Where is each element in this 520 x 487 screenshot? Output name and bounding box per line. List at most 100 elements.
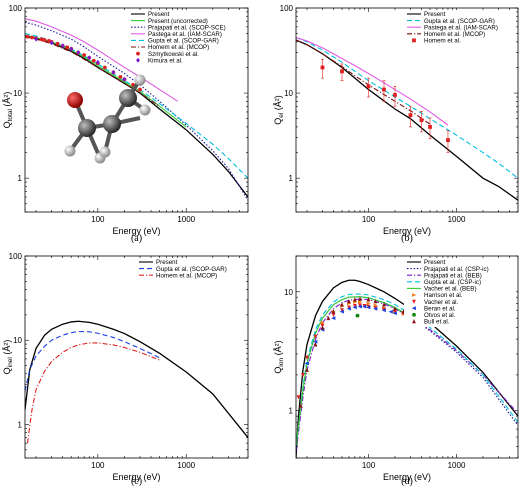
data-point — [358, 303, 362, 308]
series-7 — [304, 304, 397, 366]
panel-caption: (b) — [401, 233, 413, 244]
legend-background — [404, 10, 516, 46]
data-point — [91, 58, 96, 63]
data-point — [25, 34, 30, 39]
legend-entry: Homem et al. (MCOP) — [156, 272, 217, 279]
data-point — [95, 59, 100, 65]
data-point — [352, 297, 357, 302]
x-tick-label: 100 — [91, 461, 105, 470]
data-point — [331, 312, 336, 318]
legend-marker — [411, 306, 416, 311]
legend-entry: Kimura et al. — [148, 57, 183, 64]
legend-entry: Harrison et al. — [424, 292, 463, 299]
series-2 — [296, 298, 518, 452]
data-point — [320, 65, 325, 70]
legend-entry: Prajapati et al. (SCOP-SCE) — [148, 24, 226, 31]
x-axis-label: Energy (eV) — [112, 472, 160, 482]
data-point — [347, 299, 351, 304]
series-line — [25, 18, 178, 102]
data-point — [339, 309, 344, 314]
carbon-atom — [119, 89, 137, 107]
data-point — [296, 395, 301, 400]
data-point — [304, 361, 309, 366]
plot-area — [296, 279, 518, 458]
x-axis-label: Energy (eV) — [383, 226, 431, 236]
data-point — [65, 45, 70, 50]
y-axis-label: Qtotal (Å²) — [2, 92, 14, 129]
legend-entry: Prajapati et al. (BEB) — [424, 272, 482, 279]
chart-panel-1: 100 1000 1 10 100 Energy (eV) Qel (Å²) (b) Prese… — [273, 4, 519, 244]
data-point — [118, 74, 123, 79]
legend-marker — [136, 57, 140, 63]
y-tick-label: 10 — [13, 89, 22, 98]
data-point — [346, 306, 351, 311]
data-point — [76, 49, 81, 55]
carbon-atom — [103, 115, 121, 133]
data-point — [366, 84, 371, 89]
series-9 — [298, 296, 413, 408]
legend-background — [136, 258, 246, 281]
hydrogen-atom — [64, 145, 76, 157]
data-point — [122, 76, 127, 82]
series-line — [296, 39, 518, 201]
panel-caption: (d) — [401, 476, 413, 487]
series-8 — [355, 313, 360, 318]
data-point — [331, 309, 336, 314]
series-0 — [296, 39, 518, 201]
legend-entry: Gupta et al. (SCOP-GAR) — [148, 38, 219, 45]
legend-entry: Homem et al. (MCOP) — [424, 31, 485, 38]
data-point — [366, 297, 371, 302]
axes-frame — [295, 7, 519, 213]
series-2 — [296, 36, 449, 126]
carbon-atom — [78, 119, 96, 137]
x-tick-label: 1000 — [177, 215, 195, 224]
data-point — [373, 299, 378, 304]
legend-entry: Present — [156, 259, 178, 266]
data-point — [301, 372, 305, 378]
chart-panel-0: 100 1000 1 10 100 Energy (eV) Qtotal (Å²) (a) Pr… — [2, 4, 249, 244]
series-line — [25, 21, 248, 201]
data-point — [55, 41, 60, 46]
series-line — [296, 293, 518, 447]
legend-marker — [412, 299, 416, 304]
y-tick-label: 1 — [289, 407, 294, 416]
data-point — [305, 355, 309, 360]
x-tick-label: 1000 — [448, 215, 466, 224]
series-3 — [296, 293, 518, 447]
series-line — [296, 39, 431, 125]
data-point — [373, 306, 378, 311]
legend-marker — [136, 51, 140, 56]
legend-marker — [412, 319, 416, 324]
data-point — [313, 339, 318, 344]
data-point — [331, 316, 336, 321]
data-point — [366, 305, 371, 310]
data-point — [358, 296, 362, 301]
data-point — [428, 125, 432, 129]
data-point — [355, 313, 360, 318]
data-point — [340, 69, 344, 74]
legend-background — [128, 10, 246, 66]
series-3 — [296, 39, 431, 125]
legend-entry: Bull et al. — [424, 319, 450, 326]
data-point — [393, 306, 397, 311]
y-tick-label: 1 — [18, 174, 23, 183]
panel-caption: (a) — [131, 233, 142, 244]
y-tick-label: 100 — [280, 4, 294, 13]
data-point — [340, 308, 344, 313]
x-axis-label: Energy (eV) — [112, 226, 160, 236]
series-1 — [296, 296, 518, 447]
plot-area — [25, 18, 248, 201]
series-7 — [34, 36, 127, 82]
legend-entry: Gupta et al. (CSP-ic) — [424, 279, 481, 286]
data-point — [138, 87, 142, 92]
hydrogen-atom — [134, 74, 146, 86]
data-point — [352, 305, 357, 310]
y-tick-label: 10 — [13, 336, 22, 345]
data-point — [87, 55, 92, 61]
series-line — [296, 296, 518, 447]
data-point — [352, 304, 357, 309]
series-line — [296, 296, 411, 447]
data-point — [408, 113, 413, 118]
data-point — [381, 308, 386, 313]
